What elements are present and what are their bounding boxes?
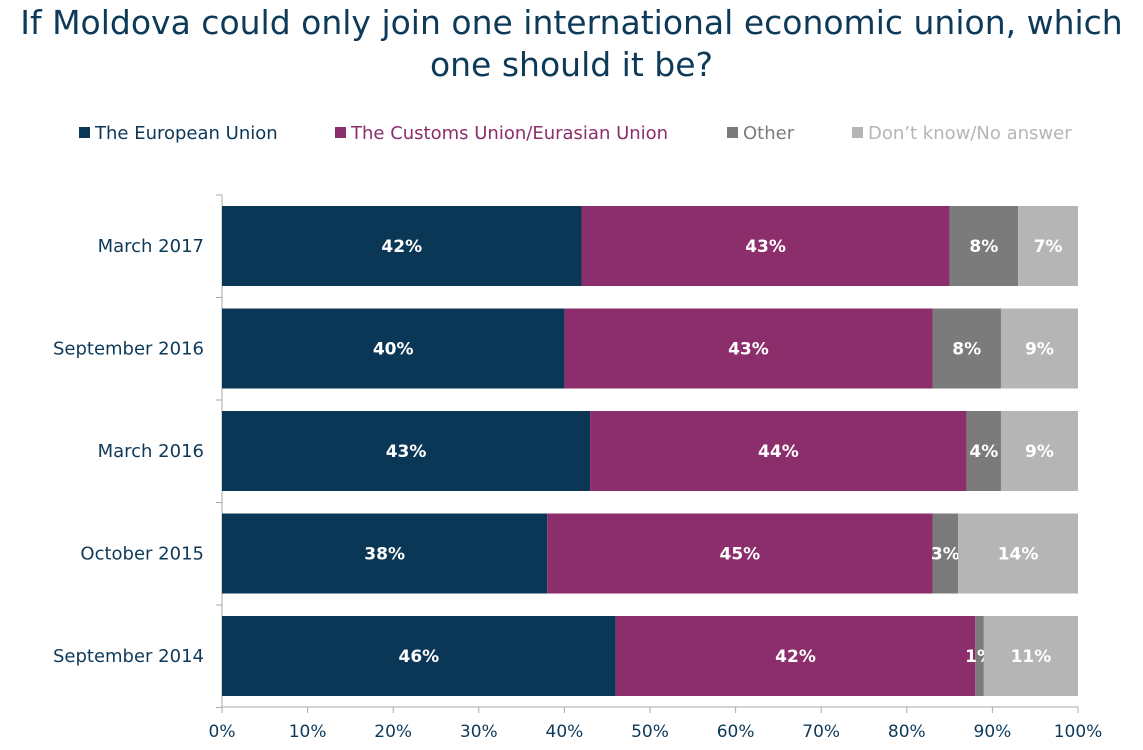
data-label: 8% — [952, 340, 981, 360]
x-tick-label: 0% — [209, 722, 236, 742]
data-label: 38% — [364, 545, 405, 565]
category-label: September 2016 — [53, 339, 204, 360]
data-label: 3% — [931, 545, 960, 565]
x-tick-label: 60% — [717, 722, 755, 742]
bar-segment — [1018, 206, 1078, 286]
x-tick-label: 90% — [974, 722, 1012, 742]
bar-segment — [949, 206, 1019, 286]
legend-label-customs-union: The Customs Union/Eurasian Union — [351, 123, 669, 144]
legend-item-other: Other — [727, 121, 794, 147]
bar-segment — [983, 616, 1078, 696]
legend-label-other: Other — [743, 123, 795, 144]
x-tick-label: 30% — [460, 722, 498, 742]
bar-segment — [975, 616, 984, 696]
bar-segment — [590, 411, 967, 491]
bar-segment — [615, 616, 976, 696]
bar-segment — [958, 513, 1078, 594]
x-tick-label: 20% — [374, 722, 412, 742]
legend-item-customs-union: The Customs Union/Eurasian Union — [335, 121, 668, 147]
bar-segment — [966, 411, 1001, 491]
data-label: 9% — [1025, 340, 1054, 360]
data-label: 11% — [1011, 647, 1052, 667]
data-label: 7% — [1034, 237, 1063, 257]
legend-item-european-union: The European Union — [79, 121, 278, 147]
data-label: 8% — [969, 237, 998, 257]
bar-segment — [581, 206, 950, 286]
x-tick-label: 80% — [888, 722, 926, 742]
data-label: 42% — [381, 237, 422, 257]
bar-segment — [547, 513, 933, 594]
bar-segment — [1000, 308, 1078, 389]
data-label: 44% — [758, 442, 799, 462]
bar-segment — [222, 206, 582, 286]
chart-legend: The European Union The Customs Union/Eur… — [0, 121, 1143, 147]
bar-segment — [222, 616, 616, 696]
data-label: 43% — [728, 340, 769, 360]
x-tick-label: 70% — [802, 722, 840, 742]
bar-segment — [222, 513, 548, 594]
data-label: 43% — [386, 442, 427, 462]
chart-title: If Moldova could only join one internati… — [20, 3, 1123, 84]
data-label: 14% — [998, 545, 1039, 565]
x-tick-label: 10% — [289, 722, 327, 742]
x-tick-label: 100% — [1054, 722, 1103, 742]
legend-swatch-dont-know — [852, 127, 863, 138]
bar-segment — [222, 308, 565, 389]
bar-segment — [932, 513, 959, 594]
legend-swatch-european-union — [79, 127, 90, 138]
data-label: 45% — [720, 545, 761, 565]
data-label: 46% — [399, 647, 440, 667]
data-label: 4% — [969, 442, 998, 462]
bar-segment — [222, 411, 591, 491]
legend-swatch-other — [727, 127, 738, 138]
legend-item-dont-know: Don’t know/No answer — [852, 121, 1072, 147]
x-tick-label: 40% — [546, 722, 584, 742]
legend-swatch-customs-union — [335, 127, 346, 138]
legend-label-european-union: The European Union — [95, 123, 278, 144]
data-label: 9% — [1025, 442, 1054, 462]
bar-segment — [564, 308, 933, 389]
data-label: 43% — [745, 237, 786, 257]
x-tick-label: 50% — [631, 722, 669, 742]
category-label: March 2016 — [98, 441, 204, 462]
category-label: March 2017 — [98, 236, 204, 257]
bar-segment — [932, 308, 1001, 389]
bar-segment — [1000, 411, 1078, 491]
data-label: 42% — [775, 647, 816, 667]
category-label: September 2014 — [53, 646, 204, 667]
data-label: 40% — [373, 340, 414, 360]
category-label: October 2015 — [80, 544, 204, 565]
legend-label-dont-know: Don’t know/No answer — [868, 123, 1072, 144]
